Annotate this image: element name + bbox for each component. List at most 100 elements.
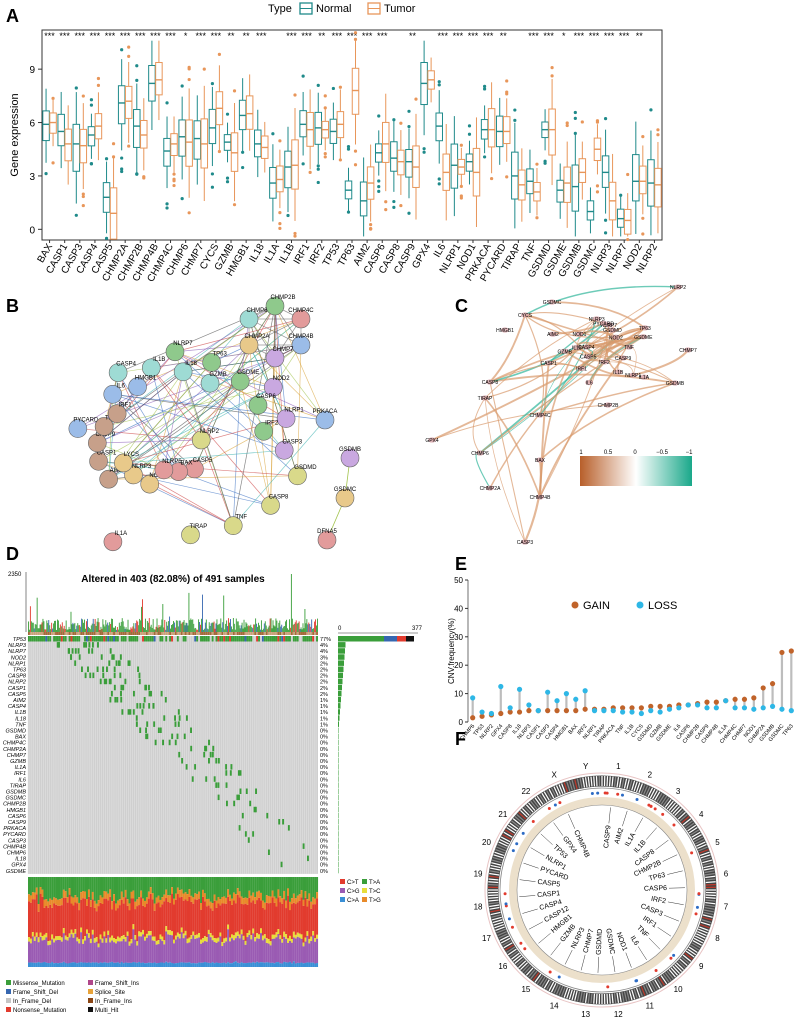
outlier-point (241, 166, 244, 169)
tmb-bar (248, 625, 249, 632)
snv-bar (243, 877, 245, 898)
tmb-bar (69, 627, 70, 632)
sample-annotation (42, 632, 44, 635)
snv-bar (304, 891, 306, 897)
snv-bar (293, 903, 295, 932)
panel-label-a: A (6, 6, 19, 26)
snv-bar (63, 890, 65, 898)
mutation-cell (161, 691, 163, 697)
chromosome-label: 10 (674, 985, 683, 994)
outlier-point (211, 186, 214, 189)
snv-bar (34, 877, 36, 893)
node-label: NOD1 (572, 332, 586, 338)
tmb-bar (304, 609, 305, 632)
snv-bar (40, 963, 42, 967)
gene-percent: 1% (320, 698, 328, 704)
sample-annotation (219, 632, 221, 635)
mutation-cell (248, 636, 250, 642)
snv-bar (105, 963, 107, 967)
snv-bar (287, 877, 289, 888)
snv-bar (171, 894, 173, 932)
mutation-cell (111, 691, 113, 697)
snv-bar (115, 910, 117, 939)
mutation-cell (97, 642, 99, 648)
mutation-cell (179, 715, 181, 721)
snv-bar (314, 942, 316, 964)
snv-bar (40, 937, 42, 963)
snv-bar (159, 907, 161, 935)
mutation-cell (223, 636, 225, 642)
sample-annotation (136, 632, 138, 635)
snv-bar (30, 943, 32, 962)
mutation-cell (221, 636, 223, 642)
mutation-cell (243, 636, 245, 642)
sample-annotation (134, 632, 136, 635)
snv-bar (281, 904, 283, 939)
snv-bar (109, 889, 111, 896)
sample-annotation (281, 632, 283, 635)
tmb-bar (76, 626, 77, 632)
snv-bar (134, 877, 136, 902)
snv-bar (55, 940, 57, 963)
snv-legend-label: C>A (347, 898, 359, 904)
snv-bar (256, 900, 258, 933)
mutation-cell (200, 636, 202, 642)
snv-bar (105, 892, 107, 899)
snv-bar (101, 904, 103, 939)
mutation-cell (165, 636, 167, 642)
tmb-bar (190, 619, 191, 632)
snv-bar (165, 890, 167, 898)
snv-bar (76, 941, 78, 963)
snv-bar (239, 938, 241, 963)
snv-bar (117, 962, 119, 967)
mutation-cell (42, 636, 44, 642)
snv-bar (272, 877, 274, 891)
snv-bar (275, 906, 277, 932)
outlier-point (392, 200, 395, 203)
snv-bar (258, 963, 260, 967)
snv-bar (285, 939, 287, 962)
cnv-point (508, 917, 511, 920)
snv-bar (187, 894, 189, 901)
tmb-bar (206, 620, 207, 632)
sample-annotation (130, 632, 132, 635)
tmb-bar (298, 623, 299, 632)
snv-bar (94, 877, 96, 901)
tmb-bar (146, 630, 147, 632)
tmb-bar (282, 628, 283, 632)
sample-annotation (202, 632, 204, 635)
snv-bar (169, 895, 171, 903)
gene-label: IL1B (15, 710, 27, 716)
cnv-point (634, 979, 637, 982)
side-bar (338, 856, 339, 862)
node-label: CHMP4B (288, 334, 313, 340)
sample-annotation (140, 632, 142, 635)
loss-dot (770, 704, 775, 709)
box-tumor (141, 120, 148, 148)
snv-bar (225, 941, 227, 963)
snv-bar (74, 929, 76, 933)
tmb-bar (267, 629, 268, 632)
mutation-legend-label: In_Frame_Ins (95, 999, 132, 1005)
mutation-cell (30, 636, 32, 642)
snv-bar (45, 877, 47, 899)
snv-bar (34, 963, 36, 967)
cytoband (594, 994, 595, 1004)
snv-bar (115, 963, 117, 967)
tmb-bar (192, 619, 193, 632)
snv-bar (221, 963, 223, 967)
snv-bar (57, 940, 59, 963)
sample-annotation (43, 632, 45, 635)
snv-bar (72, 962, 74, 967)
gain-dot (742, 697, 747, 702)
snv-bar (159, 935, 161, 939)
side-bar (338, 746, 339, 752)
snv-bar (156, 941, 158, 945)
node-label: GSDMB (666, 381, 685, 387)
gain-dot (554, 708, 559, 713)
snv-bar (138, 905, 140, 931)
snv-bar (63, 928, 65, 933)
outlier-point (535, 163, 538, 166)
snv-bar (148, 935, 150, 962)
